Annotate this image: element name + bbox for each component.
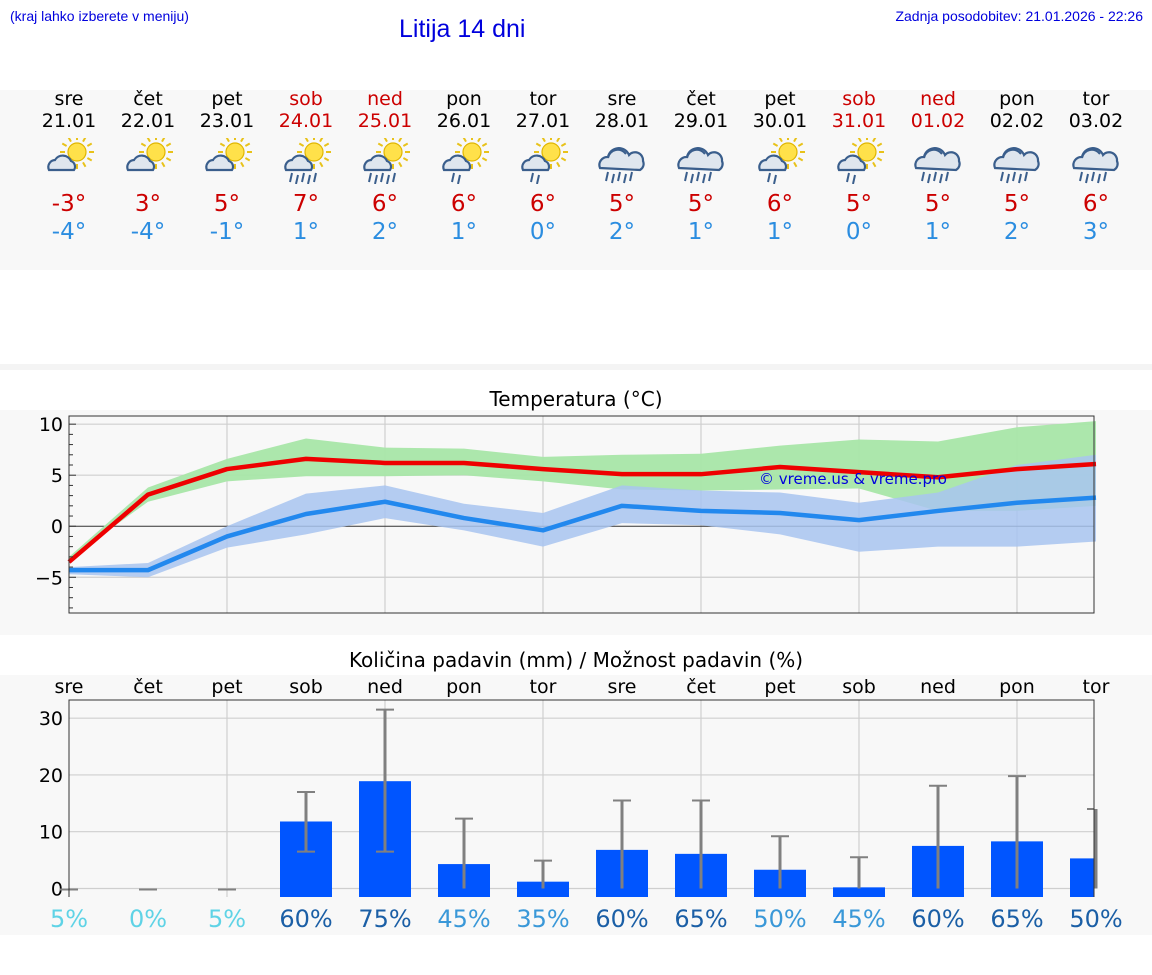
temp-min: -4° (51, 219, 87, 245)
temperature-chart-title: Temperatura (°C) (489, 387, 663, 411)
day-forecast: pet 30.01 6° 1° (740, 88, 820, 246)
temp-max: 5° (687, 191, 715, 217)
day-name: pon (446, 88, 482, 110)
sun-cloud-icon (29, 135, 109, 188)
day-name: ned (920, 88, 956, 110)
day-name: ned (367, 88, 403, 110)
cloud-rain-icon (661, 138, 741, 188)
page-title: Litija 14 dni (399, 15, 526, 43)
sun-cloud-light-rain-icon (503, 135, 583, 188)
temp-max: 3° (134, 191, 162, 217)
temp-max: 5° (608, 191, 636, 217)
temp-max: 6° (371, 191, 399, 217)
day-forecast: sob 24.01 7° 1° (266, 88, 346, 246)
day-forecast: pon 02.02 5° 2° (977, 88, 1057, 246)
day-name: tor (1082, 88, 1110, 110)
sun-cloud-light-rain-icon (819, 135, 899, 188)
day-date: 28.01 (594, 110, 650, 132)
day-date: 24.01 (278, 110, 334, 132)
temperature-panel (0, 410, 1152, 635)
day-forecast: ned 01.02 5° 1° (898, 88, 978, 246)
forecast-strip (0, 90, 1152, 270)
temp-min: 1° (924, 219, 952, 245)
temp-min: 3° (1082, 219, 1110, 245)
temp-min: 2° (1003, 219, 1031, 245)
day-name: čet (133, 88, 163, 110)
temp-max: 6° (529, 191, 557, 217)
day-name: čet (686, 88, 716, 110)
temp-min: -4° (130, 219, 166, 245)
day-forecast: ned 25.01 6° 2° (345, 88, 425, 246)
day-forecast: sre 21.01 -3° -4° (29, 88, 109, 246)
day-name: sre (54, 88, 84, 110)
day-forecast: čet 22.01 3° -4° (108, 88, 188, 246)
cloud-rain-icon (582, 138, 662, 188)
temp-min: 0° (845, 219, 873, 245)
sun-cloud-rain-icon (266, 135, 346, 188)
temp-min: 2° (371, 219, 399, 245)
separator (0, 364, 1152, 370)
temp-max: 5° (213, 191, 241, 217)
temp-min: 1° (766, 219, 794, 245)
day-forecast: sre 28.01 5° 2° (582, 88, 662, 246)
day-date: 03.02 (1068, 110, 1124, 132)
temp-max: 6° (450, 191, 478, 217)
day-date: 27.01 (515, 110, 571, 132)
day-date: 29.01 (673, 110, 729, 132)
day-date: 23.01 (199, 110, 255, 132)
temp-min: 0° (529, 219, 557, 245)
temp-min: 2° (608, 219, 636, 245)
temp-min: -1° (209, 219, 245, 245)
day-name: sob (289, 88, 323, 110)
sun-cloud-light-rain-icon (740, 135, 820, 188)
day-date: 22.01 (120, 110, 176, 132)
sun-cloud-light-rain-icon (424, 135, 504, 188)
day-date: 21.01 (41, 110, 97, 132)
day-name: sob (842, 88, 876, 110)
sun-cloud-icon (108, 135, 188, 188)
temp-max: 5° (845, 191, 873, 217)
day-name: pet (211, 88, 243, 110)
sun-cloud-icon (187, 135, 267, 188)
cloud-rain-icon (977, 138, 1057, 188)
header-hint[interactable]: (kraj lahko izberete v meniju) (10, 8, 189, 24)
temp-max: 7° (292, 191, 320, 217)
day-name: sre (607, 88, 637, 110)
day-forecast: tor 03.02 6° 3° (1056, 88, 1136, 246)
day-name: pon (999, 88, 1035, 110)
day-forecast: sob 31.01 5° 0° (819, 88, 899, 246)
temp-max: -3° (51, 191, 87, 217)
precipitation-chart-title: Količina padavin (mm) / Možnost padavin … (348, 648, 804, 672)
day-forecast: tor 27.01 6° 0° (503, 88, 583, 246)
day-date: 26.01 (436, 110, 492, 132)
sun-cloud-rain-icon (345, 135, 425, 188)
day-date: 31.01 (831, 110, 887, 132)
day-date: 25.01 (357, 110, 413, 132)
day-forecast: pon 26.01 6° 1° (424, 88, 504, 246)
temp-max: 6° (766, 191, 794, 217)
cloud-rain-icon (898, 138, 978, 188)
temp-min: 1° (292, 219, 320, 245)
day-name: tor (529, 88, 557, 110)
temp-min: 1° (450, 219, 478, 245)
day-date: 01.02 (910, 110, 966, 132)
temp-max: 5° (1003, 191, 1031, 217)
temp-max: 6° (1082, 191, 1110, 217)
temp-min: 1° (687, 219, 715, 245)
day-forecast: pet 23.01 5° -1° (187, 88, 267, 246)
precipitation-panel (0, 675, 1152, 935)
day-forecast: čet 29.01 5° 1° (661, 88, 741, 246)
day-date: 02.02 (989, 110, 1045, 132)
day-date: 30.01 (752, 110, 808, 132)
cloud-rain-icon (1056, 138, 1136, 188)
last-updated: Zadnja posodobitev: 21.01.2026 - 22:26 (895, 8, 1143, 24)
temp-max: 5° (924, 191, 952, 217)
day-name: pet (764, 88, 796, 110)
